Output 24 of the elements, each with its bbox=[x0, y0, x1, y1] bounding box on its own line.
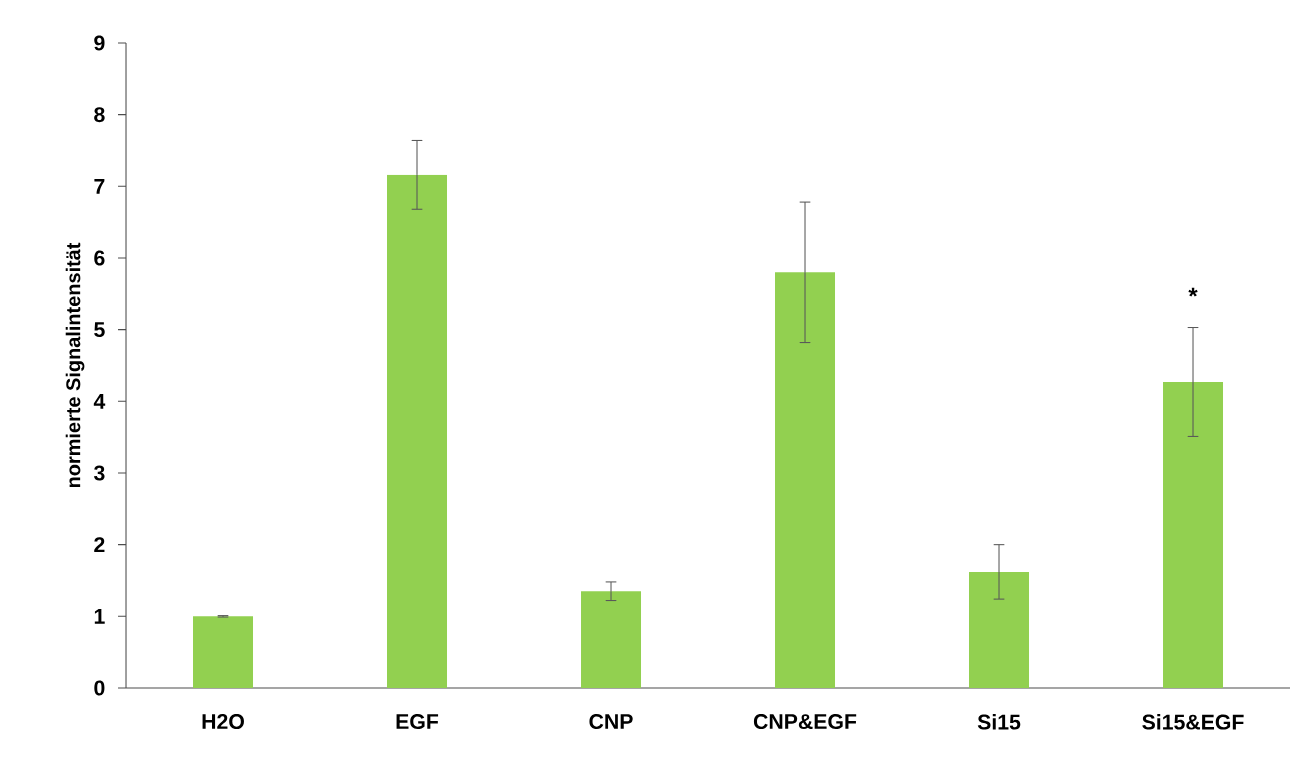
bar bbox=[193, 616, 254, 688]
x-tick-label: Si15 bbox=[977, 714, 1021, 730]
bar bbox=[581, 591, 642, 688]
x-tick-label: H2O bbox=[202, 714, 244, 730]
y-tick-label: 5 bbox=[94, 322, 105, 338]
y-tick-label: 6 bbox=[94, 250, 105, 266]
y-tick-label: 8 bbox=[94, 107, 105, 123]
y-tick-label: 1 bbox=[94, 609, 105, 624]
bar bbox=[969, 571, 1030, 688]
x-tick-label: CNP&EGF bbox=[753, 714, 857, 730]
x-tick-label: CNP bbox=[589, 714, 633, 730]
bar bbox=[387, 174, 448, 688]
annotation: * bbox=[1188, 287, 1198, 297]
y-tick-label: 4 bbox=[93, 394, 106, 409]
y-tick-label: 3 bbox=[93, 465, 105, 481]
y-tick-label: 0 bbox=[94, 680, 105, 696]
bar bbox=[775, 272, 836, 688]
y-tick-label: 2 bbox=[94, 537, 105, 553]
y-tick-label: 9 bbox=[94, 35, 105, 51]
bar bbox=[1163, 381, 1224, 688]
x-tick-label: EGF bbox=[396, 714, 439, 730]
y-tick-label: 7 bbox=[94, 179, 105, 194]
y-axis-title: normierte Signalintensität bbox=[65, 242, 85, 488]
x-tick-label: Si15&EGF bbox=[1142, 714, 1244, 730]
